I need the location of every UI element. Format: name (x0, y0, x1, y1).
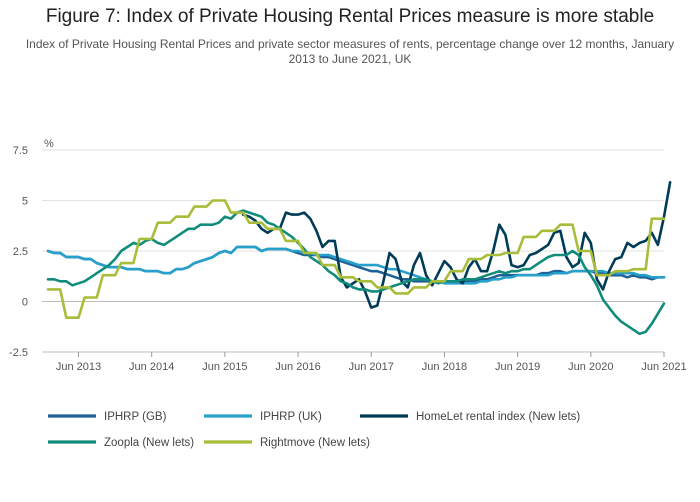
y-tick-label: 0 (22, 297, 28, 309)
legend: IPHRP (GB) IPHRP (UK) HomeLet rental index… (48, 411, 580, 449)
x-tick-label: Jun 2014 (129, 361, 174, 373)
series-line-1 (46, 245, 666, 285)
x-tick-label: Jun 2016 (275, 361, 320, 373)
x-tick-label: Jun 2015 (202, 361, 247, 373)
x-tick-label: Jun 2017 (349, 361, 394, 373)
series-line-2 (241, 181, 672, 309)
legend-label-4: Rightmove (New lets) (260, 437, 370, 449)
x-tick-label: Jun 2020 (568, 361, 613, 373)
axes: -2.5 0 2.5 5 7.5% Jun 2013 Jun 2014 Jun 2015 Jun… (9, 138, 687, 373)
series-lines (46, 181, 672, 336)
y-tick-label: 7.5 (13, 145, 28, 157)
x-tick-label: Jun 2021 (641, 361, 686, 373)
legend-label-0: IPHRP (GB) (104, 411, 167, 423)
y-tick-label: 2.5 (13, 246, 28, 258)
chart-subtitle: Index of Private Housing Rental Prices a… (25, 37, 675, 66)
y-tick-label: 5 (22, 196, 28, 208)
chart-title: Figure 7: Index of Private Housing Renta… (45, 6, 655, 27)
legend-label-3: Zoopla (New lets) (104, 437, 194, 449)
x-tick-label: Jun 2013 (56, 361, 101, 373)
series-line-4 (46, 199, 666, 319)
legend-label-1: IPHRP (UK) (260, 411, 322, 423)
x-tick-label: Jun 2019 (495, 361, 540, 373)
legend-label-2: HomeLet rental index (New lets) (416, 411, 580, 423)
y-axis-label: % (44, 138, 54, 150)
x-tick-label: Jun 2018 (422, 361, 467, 373)
y-tick-label: -2.5 (9, 347, 28, 359)
